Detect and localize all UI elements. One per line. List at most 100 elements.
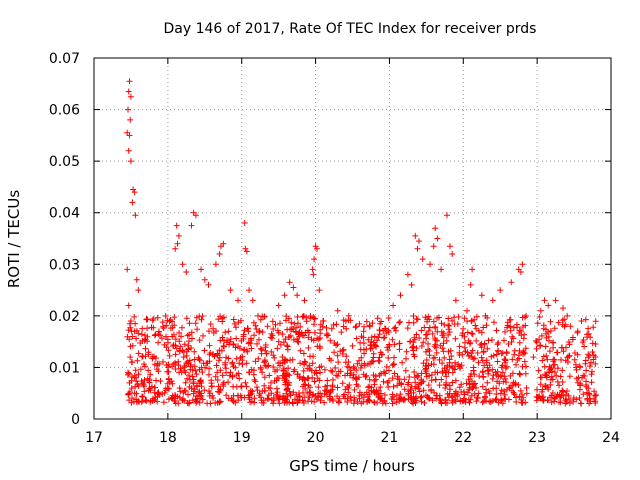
roti-point	[382, 370, 389, 377]
roti-point	[284, 371, 291, 378]
roti-point	[585, 390, 592, 397]
roti-point	[593, 392, 600, 398]
roti-point	[493, 351, 500, 358]
roti-point	[342, 359, 349, 366]
roti-point	[149, 317, 156, 324]
roti-point	[447, 243, 453, 250]
roti-point	[397, 292, 404, 299]
roti-point	[269, 318, 276, 325]
roti-point	[312, 243, 319, 250]
roti-point	[494, 341, 501, 348]
roti-point	[590, 324, 597, 331]
roti-point	[363, 346, 370, 353]
x-tick-label: 17	[85, 430, 103, 446]
roti-point	[474, 350, 481, 356]
roti-point	[565, 339, 572, 345]
roti-point	[243, 383, 250, 390]
roti-point	[342, 386, 349, 393]
plot-frame	[93, 57, 612, 420]
roti-point	[154, 314, 161, 321]
roti-point	[247, 335, 254, 342]
roti-point	[574, 351, 581, 358]
roti-point	[185, 342, 192, 349]
roti-point	[541, 363, 548, 370]
roti-point	[153, 377, 159, 384]
roti-point	[201, 276, 208, 283]
roti-point	[347, 367, 354, 374]
roti-point	[545, 397, 551, 404]
y-tick-label: 0.01	[49, 360, 80, 376]
roti-point	[480, 349, 487, 356]
roti-point	[342, 372, 348, 379]
roti-point	[375, 334, 382, 341]
roti-point	[422, 314, 429, 321]
roti-point	[563, 344, 569, 351]
roti-point	[210, 325, 217, 332]
roti-point	[330, 376, 336, 383]
roti-point	[186, 376, 193, 383]
roti-point	[240, 347, 247, 354]
roti-point	[486, 390, 493, 397]
roti-point	[567, 323, 574, 330]
roti-point	[516, 347, 523, 354]
roti-point	[340, 346, 347, 353]
roti-point	[549, 390, 556, 396]
roti-point	[547, 328, 554, 334]
roti-point	[447, 386, 454, 393]
roti-point	[189, 397, 196, 404]
roti-point	[209, 351, 216, 358]
roti-point	[334, 341, 341, 348]
roti-point	[135, 330, 142, 337]
roti-point	[399, 359, 406, 366]
roti-point	[470, 356, 477, 362]
roti-point	[501, 356, 508, 363]
roti-point	[556, 382, 563, 389]
roti-point	[473, 313, 480, 320]
roti-point	[353, 335, 360, 342]
roti-point	[284, 385, 291, 392]
roti-point	[506, 384, 513, 391]
roti-point	[151, 361, 158, 368]
roti-point	[284, 346, 291, 353]
roti-point	[357, 346, 364, 353]
roti-point	[313, 396, 320, 403]
roti-point	[172, 336, 179, 343]
roti-point	[469, 378, 475, 385]
roti-point	[310, 271, 317, 278]
roti-point	[186, 383, 193, 390]
roti-point	[252, 378, 259, 385]
roti-point	[393, 392, 400, 399]
roti-point	[479, 399, 486, 406]
roti-point	[534, 320, 541, 327]
roti-point	[268, 379, 274, 386]
roti-point	[147, 398, 154, 405]
roti-point	[274, 345, 281, 352]
roti-point	[257, 345, 264, 352]
roti-point	[147, 371, 154, 378]
roti-point	[565, 392, 572, 399]
roti-point	[577, 400, 584, 407]
roti-point	[536, 314, 543, 320]
roti-point	[481, 340, 488, 347]
roti-point	[507, 327, 514, 334]
roti-point	[291, 320, 298, 327]
roti-point	[294, 371, 301, 378]
roti-point	[519, 261, 526, 268]
roti-point	[170, 361, 177, 368]
roti-point	[243, 360, 250, 367]
roti-point	[566, 373, 573, 380]
roti-point	[510, 324, 517, 331]
roti-point	[198, 392, 205, 399]
roti-point	[326, 396, 333, 403]
roti-point	[193, 399, 200, 406]
roti-point	[458, 389, 465, 396]
roti-point	[464, 389, 471, 396]
roti-point	[584, 334, 591, 341]
roti-point	[472, 322, 479, 329]
roti-point	[445, 332, 452, 338]
roti-point	[269, 335, 275, 342]
roti-point	[163, 322, 170, 329]
roti-point	[156, 391, 163, 398]
roti-point	[166, 352, 173, 359]
roti-point	[484, 345, 491, 352]
